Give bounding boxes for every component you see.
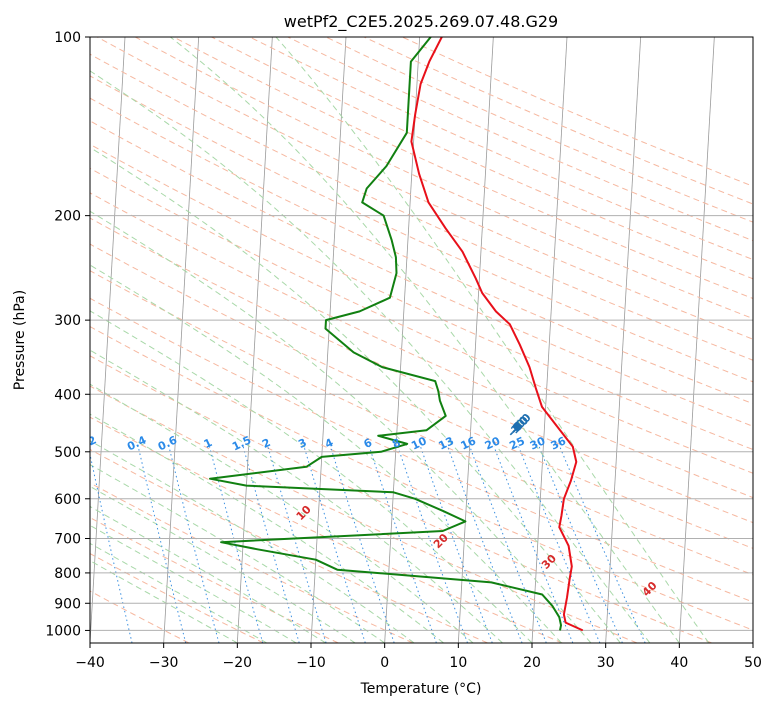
plot-frame	[89, 36, 754, 644]
x-tick-label: −10	[296, 655, 326, 671]
dry-adiabat-line	[90, 297, 753, 603]
y-tick-label: 700	[54, 532, 81, 548]
mixing-ratio-line	[267, 446, 327, 643]
x-tick-label: 30	[597, 655, 615, 671]
y-axis: 100 200 300 400 500 600 700 800 900 1000	[45, 30, 90, 639]
mixing-ratio-line	[493, 446, 574, 643]
chart-title: wetPf2_C2E5.2025.269.07.48.G29	[284, 12, 558, 32]
y-tick-label: 200	[54, 209, 81, 225]
dry-adiabat-line	[90, 192, 753, 499]
dry-adiabat-line	[90, 590, 190, 643]
moist-adiabat-line	[90, 70, 651, 643]
mixing-ratio-line	[469, 446, 547, 643]
mixing-ratio-label: 13	[437, 434, 456, 452]
y-tick-label: 800	[54, 566, 81, 582]
background-lines	[90, 37, 753, 643]
moist-adiabat-line	[90, 413, 444, 643]
mixing-ratio-label: 20	[483, 434, 503, 452]
dry-adiabat-line	[90, 243, 753, 549]
dewpoint-profile-line	[209, 37, 562, 631]
mixing-ratio-line	[242, 446, 300, 643]
x-tick-label: 0	[380, 655, 389, 671]
mixing-ratio-line	[518, 446, 601, 643]
dry-adiabat-line	[90, 167, 753, 474]
isotherm-line	[605, 37, 642, 643]
x-tick-label: 10	[449, 655, 467, 671]
y-tick-label: 600	[54, 492, 81, 508]
dry-adiabat-line	[90, 97, 753, 405]
moist-adiabat-line	[90, 464, 385, 643]
moist-adiabat-line	[170, 37, 680, 643]
x-tick-label: −20	[223, 655, 253, 671]
x-axis: −40 −30 −20 −10 0 10 20 30 40 50	[75, 643, 762, 671]
x-tick-label: 20	[523, 655, 541, 671]
mixing-ratio-line	[137, 446, 187, 643]
dry-adiabat-line	[96, 37, 753, 340]
dry-adiabat-line	[90, 270, 753, 576]
y-tick-label: 1000	[45, 623, 81, 639]
mixing-ratio-label: 30	[528, 434, 548, 452]
temperature-profile-line	[410, 37, 584, 632]
mixing-ratio-line	[90, 452, 133, 643]
y-tick-label: 100	[54, 30, 81, 46]
moist-adiabat-line	[90, 349, 503, 643]
mixing-ratio-line	[447, 446, 523, 643]
x-tick-label: 50	[744, 655, 762, 671]
moist-adiabat-line	[90, 210, 592, 643]
dry-adiabat-line	[90, 552, 264, 643]
mixing-ratio-label: 25	[507, 434, 526, 452]
dry-adiabat-line	[90, 355, 712, 643]
moist-adiabat-line	[275, 37, 710, 643]
mixing-ratio-label: 36	[549, 434, 569, 452]
moist-adiabat-line	[90, 383, 474, 643]
mixing-ratio-label: 0.2	[75, 433, 98, 453]
mixing-ratio-line	[303, 446, 366, 643]
moist-adiabat-line	[90, 542, 268, 643]
x-tick-label: 40	[670, 655, 688, 671]
isotherm-line	[90, 37, 126, 643]
moist-adiabat-line	[90, 485, 356, 643]
moist-adiabat-line	[90, 146, 621, 643]
dry-adiabat-line	[90, 326, 753, 631]
moist-adiabat-line	[90, 440, 415, 643]
y-axis-title: Pressure (hPa)	[12, 290, 28, 390]
dry-adiabat-line	[90, 448, 488, 643]
mixing-ratio-label: 10	[409, 434, 429, 452]
profiles	[209, 37, 584, 632]
y-tick-label: 400	[54, 387, 81, 403]
isotherm-line	[678, 37, 715, 643]
x-tick-label: −40	[75, 655, 105, 671]
pressure-grid	[90, 37, 753, 631]
dry-adiabat-line	[90, 416, 563, 643]
moist-adiabat-line	[90, 524, 297, 643]
moist-adiabat-line	[90, 310, 533, 643]
moist-adiabat-line	[90, 264, 562, 643]
isotherm-line	[163, 37, 200, 643]
x-axis-title: Temperature (°C)	[360, 681, 482, 697]
x-tick-label: −30	[149, 655, 179, 671]
isotherm-line	[384, 37, 421, 643]
moist-adiabat-line	[90, 505, 326, 643]
y-tick-label: 900	[54, 596, 81, 612]
mixing-ratio-label: 16	[459, 434, 479, 452]
y-tick-label: 300	[54, 313, 81, 329]
y-tick-label: 500	[54, 445, 81, 461]
